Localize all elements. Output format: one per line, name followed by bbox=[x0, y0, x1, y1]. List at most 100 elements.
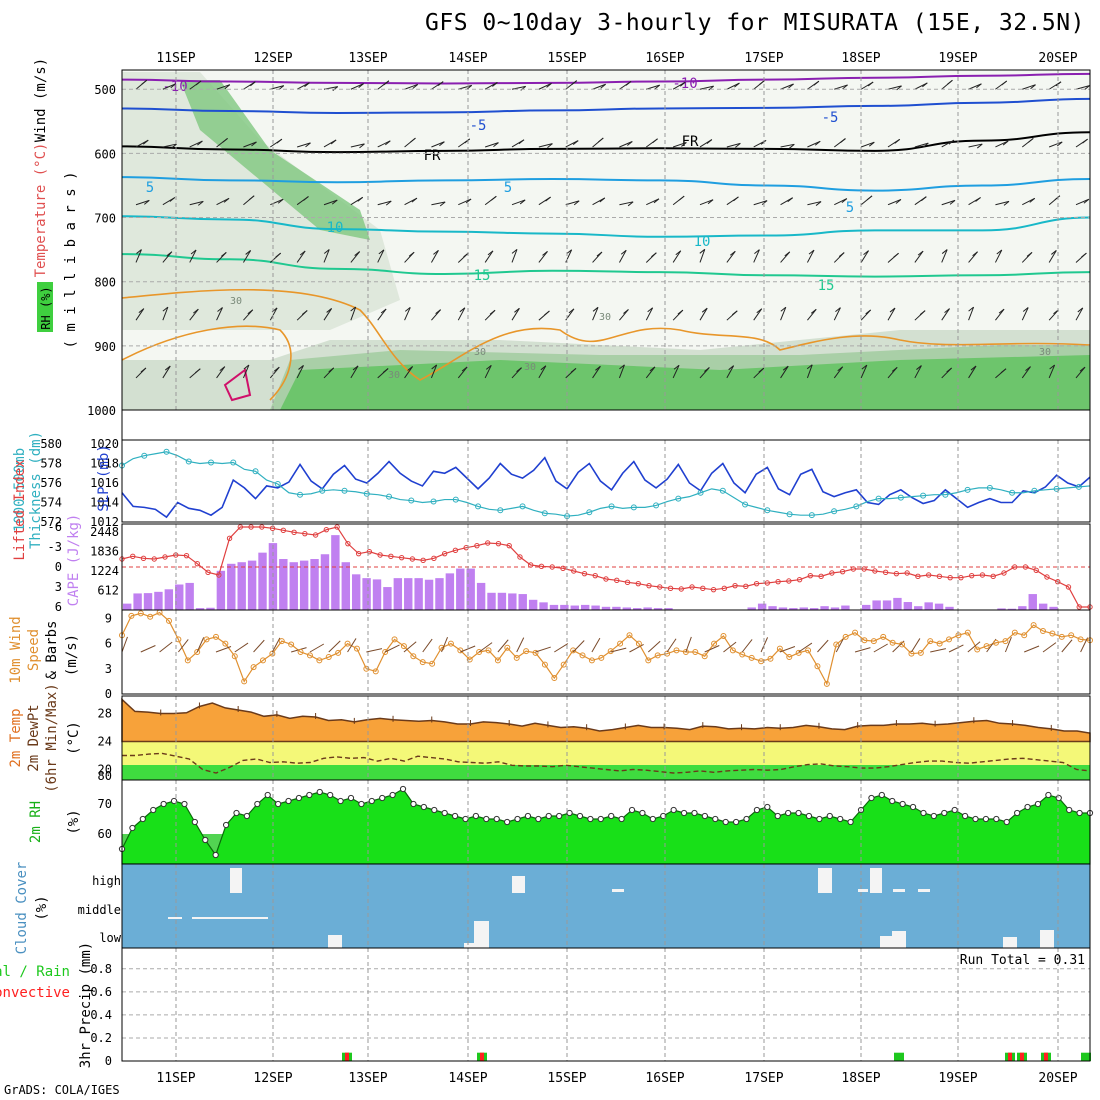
rh-marker bbox=[618, 815, 625, 823]
rh-marker bbox=[899, 800, 906, 808]
cloud-block bbox=[474, 921, 489, 948]
cape-bar bbox=[924, 602, 933, 610]
cape-bar bbox=[476, 582, 486, 610]
li-marker bbox=[377, 552, 383, 558]
credit-label: GrADS: COLA/IGES bbox=[4, 1083, 120, 1097]
temp-tick-label: 20 bbox=[98, 763, 112, 777]
li-marker bbox=[517, 554, 523, 560]
wind10-marker bbox=[194, 649, 201, 655]
wind-barb bbox=[162, 143, 177, 148]
cloud-background bbox=[122, 864, 1090, 948]
wind-barb-flag bbox=[171, 143, 177, 149]
wind10-marker bbox=[711, 640, 718, 647]
cloud-block bbox=[870, 868, 882, 893]
pressure-tick-label: 600 bbox=[94, 147, 116, 161]
li-marker bbox=[872, 568, 878, 574]
wind-barb-flag bbox=[835, 307, 841, 312]
wind-barb bbox=[323, 199, 338, 206]
rh-marker bbox=[233, 809, 240, 817]
wind-barb bbox=[995, 308, 1005, 321]
top-date-label: 16SEP bbox=[645, 51, 684, 66]
rh-marker bbox=[753, 806, 761, 814]
cloud-tick-label: low bbox=[99, 931, 121, 945]
chart-title: GFS 0~10day 3-hourly for MISURATA (15E, … bbox=[425, 10, 1085, 36]
rh-marker bbox=[202, 836, 209, 844]
li-marker bbox=[302, 530, 308, 537]
cape-bar bbox=[570, 605, 579, 610]
wind-barb-flag bbox=[459, 307, 466, 313]
wind-barb-flag bbox=[733, 196, 739, 202]
li-marker bbox=[1001, 570, 1007, 576]
rh-marker bbox=[504, 818, 511, 826]
wind-barb-flag bbox=[1079, 366, 1086, 372]
wind-barb-flag bbox=[166, 251, 173, 257]
wind-barb bbox=[377, 200, 392, 206]
rh-marker bbox=[222, 821, 230, 829]
wind-barb-flag bbox=[679, 81, 686, 87]
wind-barb-flag bbox=[197, 200, 204, 206]
wind10-barb bbox=[779, 646, 796, 653]
bottom-date-label: 17SEP bbox=[744, 1071, 783, 1086]
wind-barb-flag bbox=[754, 249, 760, 255]
isotherm-20-b bbox=[121, 325, 292, 401]
wind-barb-flag bbox=[780, 306, 787, 312]
wind-barb-flag bbox=[1051, 250, 1057, 255]
wind-barb-flag bbox=[734, 82, 740, 88]
ylabel-speed: Speed bbox=[26, 629, 42, 671]
wind-barb bbox=[431, 201, 446, 206]
li-marker bbox=[624, 579, 631, 586]
li-marker bbox=[506, 542, 512, 549]
rh-marker bbox=[1055, 794, 1062, 802]
wind-barb-flag bbox=[706, 139, 713, 144]
temp-tick-label: 28 bbox=[98, 707, 112, 721]
rh-shade-0 bbox=[122, 72, 400, 330]
wind10-barb bbox=[554, 643, 569, 653]
wind-barb-flag bbox=[944, 308, 950, 313]
li-marker bbox=[893, 570, 900, 577]
wind-barb-flag bbox=[728, 365, 734, 371]
wind-barb-flag bbox=[245, 250, 251, 255]
cape-bar bbox=[456, 568, 465, 610]
wind-barb-flag bbox=[247, 309, 254, 315]
wind-barb-flag bbox=[838, 252, 845, 257]
cape-bar bbox=[789, 608, 798, 610]
cape-tick-label: 612 bbox=[97, 584, 119, 598]
thickness-marker bbox=[964, 486, 971, 493]
wind-barb-flag bbox=[358, 83, 364, 88]
precip-tick-label: 0.6 bbox=[90, 985, 112, 999]
ylabel-temperature: Temperature (°C) bbox=[33, 143, 49, 278]
wind-barb-flag bbox=[542, 251, 548, 256]
wind10-marker bbox=[344, 640, 351, 647]
cape-bar bbox=[508, 593, 517, 610]
rh-marker bbox=[181, 800, 188, 808]
wind-barb-flag bbox=[894, 138, 901, 144]
wind10-barb bbox=[1004, 636, 1012, 653]
wind10-marker bbox=[1077, 636, 1084, 643]
wind-barb-flag bbox=[620, 249, 627, 255]
wind10-marker bbox=[936, 640, 943, 647]
wind10-barb bbox=[121, 636, 128, 653]
thickness-marker bbox=[986, 484, 993, 491]
cape-bar bbox=[601, 606, 611, 610]
isotherm--5 bbox=[121, 97, 1091, 114]
li-marker bbox=[366, 548, 373, 555]
wind-barb-flag bbox=[837, 366, 844, 372]
wind-barb-flag bbox=[546, 82, 552, 88]
wind10-barb bbox=[328, 640, 341, 653]
contour-label: -5 bbox=[822, 110, 839, 126]
wind-barb bbox=[618, 364, 625, 379]
li-marker bbox=[334, 524, 340, 530]
precip-tick-label: 0.8 bbox=[90, 962, 112, 976]
rh-marker bbox=[878, 791, 885, 799]
wind-barb-flag bbox=[492, 82, 498, 87]
wind-barb-flag bbox=[1084, 85, 1090, 91]
cape-bar bbox=[227, 563, 236, 610]
cape-bar bbox=[914, 606, 923, 610]
wind-barb-flag bbox=[699, 248, 706, 254]
wind-barb-flag bbox=[782, 365, 789, 371]
cape-bar bbox=[123, 603, 132, 610]
wind10-barb bbox=[873, 643, 888, 653]
wind-barb bbox=[484, 250, 494, 263]
wind-barb-flag bbox=[251, 141, 257, 147]
wind10-marker bbox=[288, 641, 295, 648]
